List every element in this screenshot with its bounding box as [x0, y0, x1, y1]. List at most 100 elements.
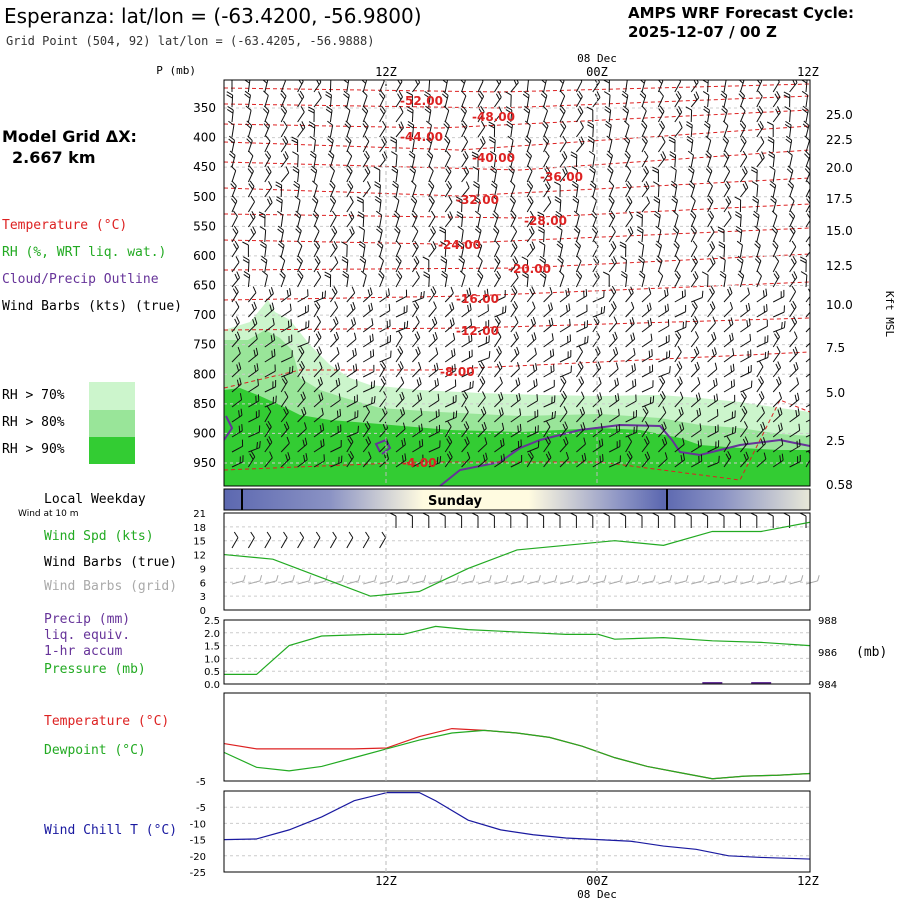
- wind-barb: [292, 166, 300, 183]
- wind-barb: [740, 333, 752, 348]
- wind-barb: [329, 210, 337, 228]
- pressure-tick-label: 500: [193, 190, 216, 204]
- wind-barb: [772, 240, 779, 258]
- wind-barb: [735, 225, 743, 243]
- grid-wind-barb: [281, 575, 295, 585]
- wind-tick-label: 9: [200, 564, 206, 575]
- legend-rh90: RH > 90%: [2, 442, 65, 457]
- wind-barb: [623, 120, 630, 138]
- wind-barb: [258, 211, 266, 228]
- wind-barb: [395, 320, 409, 333]
- surface-wind-barb: [586, 512, 594, 528]
- height-tick-label: 10.0: [826, 298, 853, 312]
- wind-barb: [477, 376, 486, 393]
- wind-barb: [324, 271, 332, 288]
- wind-barb: [707, 347, 717, 363]
- wind-barb: [543, 333, 554, 348]
- wind-barb: [444, 317, 455, 333]
- temp-tick: -5: [196, 777, 206, 788]
- wind-barb: [592, 376, 602, 393]
- wind-barb: [313, 290, 326, 303]
- precip-tick-label: 2.0: [204, 629, 220, 640]
- wind-barb: [805, 446, 810, 453]
- wind-barb: [707, 424, 719, 438]
- wind-barb: [393, 195, 400, 213]
- wind-barb: [526, 347, 537, 363]
- wind-barb: [559, 365, 572, 378]
- pressure-line: [224, 625, 811, 676]
- wind-barb: [329, 285, 338, 303]
- wind-barb: [701, 80, 709, 93]
- wind-barb: [423, 80, 431, 93]
- wind-barb: [395, 240, 402, 258]
- wind-barb: [621, 90, 629, 108]
- wind-barb: [231, 285, 239, 303]
- wind-barb: [346, 363, 358, 378]
- surface-wind-barb: [471, 512, 479, 528]
- wind-barb: [507, 150, 515, 168]
- wind-barb: [559, 120, 567, 138]
- wind-barb: [639, 90, 647, 108]
- wind-barb: [767, 136, 775, 153]
- wind-barb: [619, 241, 627, 258]
- wind-barb: [412, 377, 422, 393]
- grid-wind-barb: [773, 575, 787, 585]
- wind-barb: [739, 390, 747, 408]
- wind-barb: [461, 166, 470, 183]
- wind-barb: [477, 360, 485, 378]
- wind-barb: [802, 105, 809, 123]
- wind-barb: [473, 181, 480, 198]
- wind-barb: [325, 105, 333, 123]
- wind-barb: [297, 376, 306, 393]
- legend-rh70: RH > 70%: [2, 388, 65, 403]
- wind-barb: [342, 270, 349, 288]
- wind-barb: [522, 80, 529, 93]
- wind-barb: [752, 195, 759, 213]
- wind-barb: [543, 150, 550, 168]
- wind-barb: [231, 256, 240, 273]
- wind-barb: [772, 330, 780, 348]
- wind-barb: [723, 211, 732, 228]
- wind-barb: [411, 300, 420, 318]
- wind-barb: [620, 256, 627, 273]
- wind-barb: [406, 91, 413, 107]
- wind-barb: [756, 90, 763, 108]
- wind-barb: [723, 425, 737, 438]
- wind-barb: [395, 391, 405, 408]
- wind-barb: [690, 438, 702, 453]
- wind-barb: [243, 80, 251, 93]
- bottom-time-axis: 12Z 00Z 12Z 08 Dec: [375, 874, 819, 900]
- wind-barb: [362, 436, 372, 453]
- wind-barb: [439, 226, 446, 243]
- wind-barb: [773, 320, 786, 333]
- wind-barb: [570, 151, 578, 168]
- surface-wind-barb: [438, 512, 446, 528]
- grid-wind-barb: [494, 575, 509, 585]
- wind-barb: [441, 80, 448, 93]
- wind-barb: [707, 331, 717, 348]
- wind-barb: [313, 423, 325, 438]
- wind-barb: [477, 136, 486, 153]
- wind-barb: [411, 210, 418, 228]
- wind-barb: [443, 105, 450, 123]
- wind-barb: [280, 436, 290, 453]
- wind-barb: [264, 333, 276, 348]
- legend-temperature-2: Temperature (°C): [44, 714, 170, 729]
- grid-wind-barb: [363, 575, 377, 585]
- wind-barb: [526, 210, 535, 228]
- wind-barb: [674, 90, 682, 108]
- wind-barb: [526, 165, 533, 183]
- wind-barb: [592, 438, 604, 453]
- wind-barb: [280, 105, 288, 123]
- wind-barb: [638, 255, 645, 273]
- wind-chill-tick-label: -5: [196, 803, 206, 814]
- surface-wind-barb: [329, 531, 337, 549]
- wind-barb: [655, 225, 662, 243]
- surface-wind-barb: [389, 512, 397, 528]
- wind-barb: [313, 361, 323, 378]
- wind-barb: [444, 348, 456, 363]
- wind-barb: [625, 301, 635, 318]
- wind-barb: [543, 286, 553, 303]
- wind-barb: [739, 135, 747, 153]
- pressure-tick-label: 984: [818, 680, 837, 691]
